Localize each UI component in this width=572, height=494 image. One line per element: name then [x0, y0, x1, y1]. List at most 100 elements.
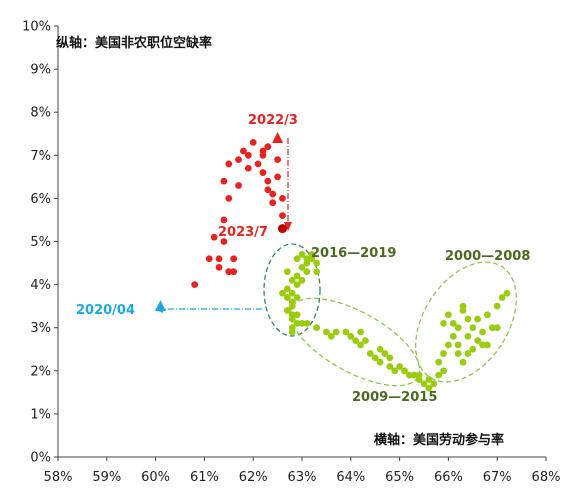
green-data-point — [454, 350, 462, 357]
green-data-point — [288, 311, 296, 319]
x-tick-label: 65% — [385, 470, 414, 485]
green-data-point — [464, 350, 472, 357]
green-data-point — [298, 263, 306, 271]
green-data-point — [293, 272, 301, 280]
arrow-head-2022-to-2023 — [284, 222, 292, 231]
y-tick-label: 2% — [30, 364, 51, 379]
green-data-point — [469, 324, 477, 332]
x-tick-label: 62% — [239, 470, 268, 485]
red-data-point — [240, 147, 247, 155]
label-2016-2019: 2016—2019 — [311, 246, 396, 261]
x-tick-label: 61% — [190, 470, 219, 485]
green-data-point — [425, 384, 433, 392]
green-data-point — [401, 367, 408, 375]
red-data-point — [220, 177, 228, 185]
red-data-point — [279, 212, 286, 220]
cluster-ellipse-2016-2019 — [263, 243, 321, 337]
green-data-point — [469, 345, 477, 353]
green-data-point — [376, 358, 384, 366]
x-tick-label: 68% — [532, 470, 561, 485]
green-data-point — [323, 328, 330, 336]
green-data-point — [396, 363, 403, 370]
green-data-point — [283, 294, 291, 301]
green-data-point — [293, 281, 301, 288]
red-data-point — [210, 233, 218, 241]
green-data-point — [503, 289, 511, 297]
y-tick-label: 7% — [30, 149, 51, 164]
green-data-point — [445, 311, 452, 319]
green-data-point — [493, 302, 501, 310]
red-data-point — [244, 151, 252, 159]
x-tick-label: 63% — [288, 470, 317, 485]
y-tick-label: 6% — [30, 192, 51, 207]
highlight-marker-2022-3 — [272, 132, 284, 144]
label-2009-2015: 2009—2015 — [352, 390, 437, 405]
red-data-point — [225, 160, 233, 168]
green-data-point — [288, 328, 296, 336]
red-data-point — [254, 160, 262, 168]
red-data-point — [269, 190, 277, 198]
red-data-point — [269, 199, 277, 207]
highlight-markers — [154, 132, 287, 312]
red-data-point — [259, 169, 267, 176]
x-tick-label: 67% — [483, 470, 512, 485]
red-data-point — [259, 147, 267, 155]
green-data-point — [313, 324, 321, 332]
green-data-point — [459, 358, 467, 366]
red-data-point — [244, 164, 252, 172]
x-tick-label: 59% — [92, 470, 121, 485]
green-data-point — [293, 294, 301, 301]
green-data-point — [420, 380, 428, 388]
green-data-point — [279, 289, 286, 297]
red-data-point — [215, 263, 223, 271]
green-data-point — [347, 332, 355, 340]
green-data-point — [327, 332, 335, 340]
green-data-point — [479, 341, 486, 349]
green-data-point — [288, 276, 296, 284]
green-data-point — [357, 341, 364, 349]
green-data-point — [449, 319, 457, 327]
green-data-point — [303, 255, 311, 263]
x-axis-ticks: 58% 59% 60% 61% 62% 63% 64% 65% 66% 67% 68% — [44, 457, 561, 485]
green-data-point — [474, 337, 482, 345]
y-tick-label: 4% — [30, 278, 51, 293]
green-data-point — [376, 345, 384, 353]
green-data-point — [488, 324, 496, 332]
green-data-point — [293, 255, 301, 263]
green-data-point — [357, 328, 364, 336]
green-data-point — [313, 268, 321, 276]
y-tick-label: 9% — [30, 63, 51, 78]
green-data-point — [449, 332, 457, 340]
green-data-point — [425, 376, 433, 383]
label-2000-2008: 2000—2008 — [445, 249, 530, 264]
green-data-point — [371, 354, 379, 362]
red-data-point — [230, 255, 238, 263]
green-data-point — [293, 311, 301, 319]
green-data-point — [298, 251, 306, 258]
red-data-point — [225, 268, 233, 276]
green-data-point — [410, 371, 418, 379]
green-data-point — [298, 319, 306, 327]
green-data-point — [288, 289, 296, 297]
red-data-point — [205, 255, 213, 263]
red-data-point — [264, 186, 272, 194]
y-tick-label: 1% — [30, 407, 51, 422]
green-data-point — [440, 319, 447, 327]
red-data-point — [235, 182, 242, 189]
green-data-point — [283, 285, 291, 293]
green-data-point — [459, 302, 467, 310]
green-data-point — [430, 380, 438, 388]
green-data-point — [342, 328, 350, 336]
green-data-point — [435, 358, 443, 366]
red-data-point — [230, 268, 238, 276]
green-data-point — [303, 268, 311, 276]
red-data-point — [215, 255, 223, 263]
highlight-marker-2023-7 — [277, 224, 287, 234]
green-data-point — [308, 251, 316, 258]
label-2022-3: 2022/3 — [248, 113, 298, 128]
green-data-point — [484, 341, 491, 349]
red-data-point — [235, 156, 242, 164]
green-data-point — [435, 371, 443, 379]
label-2020-04: 2020/04 — [76, 303, 135, 318]
